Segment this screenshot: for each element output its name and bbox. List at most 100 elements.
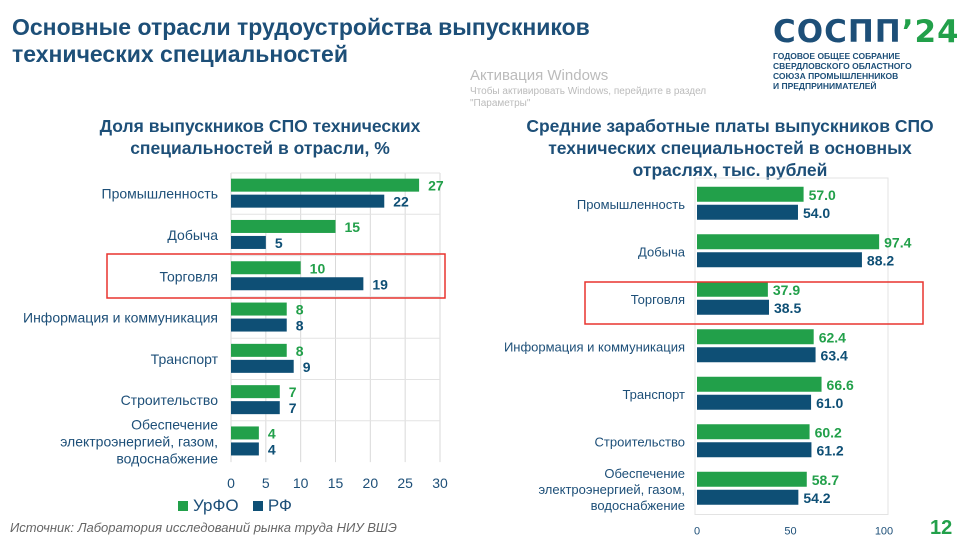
- x-tick-label: 0: [694, 526, 700, 538]
- watermark-line1: Активация Windows: [470, 67, 609, 84]
- bar-urfo: [697, 329, 814, 345]
- logo: СОСПП’24 ГОДОВОЕ ОБЩЕЕ СОБРАНИЕ СВЕРДЛОВ…: [773, 16, 957, 91]
- right-chart-title: Средние заработные платы выпускников СПО…: [526, 116, 934, 180]
- bar-urfo: [697, 471, 807, 487]
- bar-urfo: [697, 281, 768, 297]
- category-label: Обеспечение: [131, 416, 218, 432]
- bar-urfo: [231, 426, 259, 440]
- legend: УрФО РФ: [178, 496, 292, 516]
- category-label: Строительство: [121, 392, 219, 408]
- category-label: водоснабжение: [591, 498, 685, 513]
- legend-label-urfo: УрФО: [193, 496, 239, 515]
- data-label-urfo: 4: [268, 425, 276, 441]
- data-label-urfo: 62.4: [819, 329, 846, 345]
- x-tick-label: 15: [328, 475, 344, 491]
- bar-urfo: [231, 219, 336, 233]
- data-label-urfo: 58.7: [812, 472, 839, 488]
- plot-frame: [694, 177, 889, 515]
- legend-swatch-rf: [252, 501, 263, 511]
- data-label-rf: 19: [372, 276, 388, 292]
- category-label: Строительство: [595, 434, 685, 449]
- x-tick-label: 10: [293, 475, 309, 491]
- bar-urfo: [231, 261, 301, 275]
- data-label-rf: 88.2: [867, 252, 894, 268]
- bar-rf: [231, 235, 266, 249]
- logo-subtitle: ГОДОВОЕ ОБЩЕЕ СОБРАНИЕ СВЕРДЛОВСКОГО ОБЛ…: [773, 51, 912, 91]
- category-label: водоснабжение: [116, 450, 218, 466]
- category-label: Торговля: [631, 292, 685, 307]
- category-label: Промышленность: [102, 186, 218, 202]
- data-label-urfo: 27: [428, 178, 444, 194]
- bar-urfo: [697, 376, 822, 392]
- bar-urfo: [697, 234, 880, 250]
- bar-urfo: [697, 424, 810, 440]
- category-label: Обеспечение: [604, 466, 685, 481]
- bar-rf: [697, 299, 769, 315]
- category-label: Торговля: [160, 268, 218, 284]
- data-label-urfo: 10: [310, 260, 326, 276]
- left-chart-title: Доля выпускников СПО технических специал…: [99, 116, 421, 158]
- bar-rf: [697, 442, 812, 458]
- data-label-rf: 9: [303, 359, 311, 375]
- bar-rf: [697, 204, 798, 220]
- bar-rf: [697, 347, 816, 363]
- x-tick-label: 30: [432, 475, 448, 491]
- data-label-rf: 4: [268, 441, 276, 457]
- data-label-urfo: 66.6: [827, 377, 854, 393]
- bar-rf: [231, 277, 364, 291]
- logo-mark: СОСПП’24: [773, 14, 957, 50]
- bar-urfo: [231, 178, 420, 192]
- category-label: Транспорт: [151, 351, 219, 367]
- bar-rf: [231, 359, 294, 373]
- bar-urfo: [231, 343, 287, 357]
- data-label-urfo: 37.9: [773, 282, 800, 298]
- category-label: Добыча: [167, 227, 218, 243]
- category-label: электроэнергией, газом,: [60, 433, 218, 449]
- category-label: Промышленность: [577, 197, 685, 212]
- x-tick-label: 5: [262, 475, 270, 491]
- category-label: Добыча: [638, 244, 686, 259]
- highlight-box-trade: [584, 281, 924, 325]
- bar-rf: [697, 252, 862, 268]
- data-label-rf: 22: [393, 194, 409, 210]
- legend-swatch-urfo: [178, 501, 188, 511]
- bar-rf: [231, 194, 385, 208]
- data-label-rf: 38.5: [774, 300, 801, 316]
- x-tick-label: 0: [227, 475, 235, 491]
- data-label-urfo: 7: [289, 384, 297, 400]
- data-label-urfo: 8: [296, 302, 304, 318]
- data-label-urfo: 57.0: [809, 187, 836, 203]
- bar-urfo: [231, 385, 280, 399]
- page-number: 12: [930, 517, 953, 539]
- page-title: Основные отрасли трудоустройства выпускн…: [12, 14, 590, 67]
- bar-rf: [697, 394, 812, 410]
- data-label-urfo: 60.2: [815, 424, 842, 440]
- x-tick-label: 100: [875, 526, 893, 538]
- data-label-urfo: 8: [296, 343, 304, 359]
- bar-urfo: [231, 302, 287, 316]
- legend-label-rf: РФ: [267, 496, 292, 515]
- data-label-urfo: 97.4: [884, 234, 911, 250]
- x-tick-label: 20: [363, 475, 379, 491]
- bar-rf: [231, 318, 287, 332]
- x-tick-label: 25: [397, 475, 413, 491]
- data-label-rf: 7: [289, 400, 297, 416]
- data-label-rf: 54.0: [803, 205, 830, 221]
- source-note: Источник: Лаборатория исследований рынка…: [10, 520, 397, 535]
- category-label: электроэнергией, газом,: [538, 482, 685, 497]
- data-label-rf: 54.2: [803, 490, 830, 506]
- x-tick-label: 50: [784, 526, 796, 538]
- highlight-box-trade: [106, 253, 446, 299]
- bar-rf: [231, 442, 259, 456]
- data-label-rf: 5: [275, 235, 283, 251]
- category-label: Информация и коммуникация: [504, 339, 685, 354]
- bar-rf: [231, 401, 280, 415]
- category-label: Информация и коммуникация: [23, 310, 218, 326]
- windows-activation-watermark: Активация Windows Чтобы активировать Win…: [470, 66, 760, 110]
- bar-urfo: [697, 186, 804, 202]
- watermark-line2: Чтобы активировать Windows, перейдите в …: [470, 86, 707, 109]
- data-label-rf: 63.4: [821, 347, 848, 363]
- data-label-urfo: 15: [345, 219, 361, 235]
- bar-rf: [697, 489, 799, 505]
